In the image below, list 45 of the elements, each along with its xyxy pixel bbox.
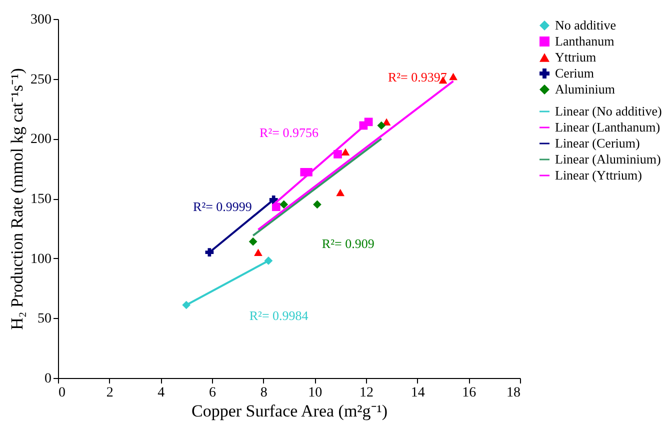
annotation: R²= 0.9756: [260, 124, 319, 140]
x-tick-label: 12: [360, 386, 374, 400]
y-tick-label: 50: [38, 312, 52, 327]
point: [254, 248, 262, 256]
x-tick-label: 2: [106, 386, 114, 400]
x-tick-label: 10: [308, 386, 322, 400]
x-tick-label: 6: [209, 386, 216, 400]
x-tick-label: 4: [158, 386, 165, 400]
point: [280, 200, 288, 209]
y-tick-label: 100: [30, 252, 52, 267]
y-tick-label: 200: [30, 132, 52, 148]
legend-label: Aluminium: [555, 82, 615, 96]
x-axis-title: Copper Surface Area (m²g⁻¹): [191, 402, 388, 420]
legend-label: Linear (No additive): [555, 104, 662, 118]
legend-label: Linear (Cerium): [555, 136, 640, 150]
x-tick-label: 0: [58, 386, 66, 400]
legend-label: Linear (Yttrium): [555, 168, 642, 182]
point: [364, 118, 373, 126]
point: [341, 148, 350, 156]
annotation: R²= 0.909: [322, 236, 374, 252]
legend-label: Linear (Lanthanum): [555, 120, 660, 134]
x-tick-label: 18: [506, 386, 520, 400]
legend-label: Lanthanum: [555, 34, 614, 48]
y-tick-label: 150: [30, 192, 52, 207]
point: [272, 202, 280, 212]
y-tick-label: 300: [30, 12, 52, 28]
x-tick-label: 14: [410, 386, 425, 400]
point: [313, 200, 322, 209]
annotation: R²= 0.9984: [249, 308, 309, 323]
x-tick-label: 16: [462, 386, 476, 400]
legend-label: No additive: [555, 18, 616, 32]
legend-label: Yttrium: [555, 50, 596, 64]
annotation: R²= 0.9999: [193, 198, 252, 214]
y-tick-label: 0: [44, 372, 52, 386]
x-tick-label: 8: [260, 386, 268, 400]
point: [377, 121, 386, 130]
legend-label: Cerium: [555, 66, 594, 80]
point: [334, 150, 342, 158]
legend-label: Linear (Aluminium): [555, 152, 661, 166]
point: [449, 72, 458, 80]
y-tick-label: 250: [30, 72, 52, 88]
annotation: R²= 0.9397: [388, 70, 448, 85]
point: [336, 188, 345, 196]
point: [248, 237, 258, 246]
y-axis-title: H₂ Production Rate (mmol kg cat⁻¹s⁻¹): [8, 68, 26, 330]
